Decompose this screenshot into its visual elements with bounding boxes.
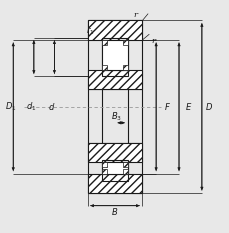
Polygon shape (102, 65, 107, 70)
Polygon shape (102, 160, 127, 162)
Text: $E$: $E$ (184, 101, 191, 112)
Polygon shape (102, 40, 127, 70)
Polygon shape (122, 65, 127, 70)
Text: r: r (133, 11, 137, 19)
Polygon shape (87, 21, 142, 40)
Polygon shape (122, 40, 127, 45)
Text: $r_1$: $r_1$ (85, 25, 94, 37)
Polygon shape (102, 70, 127, 76)
Polygon shape (87, 174, 142, 193)
Text: $d$: $d$ (48, 101, 56, 112)
Polygon shape (102, 40, 107, 45)
Text: $D_1$: $D_1$ (5, 100, 17, 113)
Polygon shape (87, 70, 142, 89)
Text: $B_3$: $B_3$ (110, 111, 121, 123)
Text: $F$: $F$ (164, 101, 170, 112)
Polygon shape (102, 162, 127, 174)
Polygon shape (102, 169, 107, 174)
Text: $B$: $B$ (111, 206, 118, 217)
Text: r: r (150, 37, 154, 45)
Text: $D$: $D$ (204, 101, 212, 112)
Polygon shape (122, 169, 127, 174)
Text: $d_1$: $d_1$ (26, 100, 37, 113)
Polygon shape (87, 143, 142, 162)
Polygon shape (122, 162, 127, 167)
Polygon shape (102, 174, 127, 181)
Polygon shape (102, 38, 127, 40)
Polygon shape (102, 162, 107, 167)
